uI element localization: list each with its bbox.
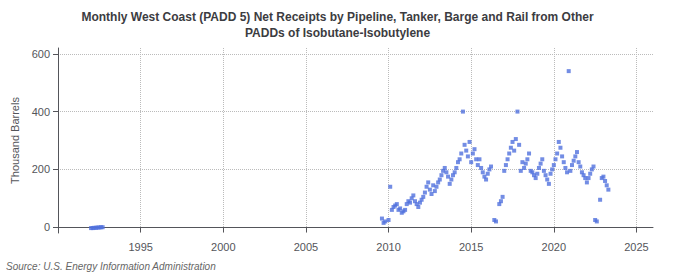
- svg-text:2015: 2015: [459, 241, 483, 253]
- svg-text:600: 600: [32, 48, 50, 60]
- svg-text:2010: 2010: [376, 241, 400, 253]
- svg-text:400: 400: [32, 106, 50, 118]
- svg-text:2005: 2005: [294, 241, 318, 253]
- svg-text:2025: 2025: [624, 241, 648, 253]
- svg-text:2000: 2000: [211, 241, 235, 253]
- svg-text:1995: 1995: [128, 241, 152, 253]
- svg-text:2020: 2020: [542, 241, 566, 253]
- svg-text:Monthly West Coast (PADD 5) Ne: Monthly West Coast (PADD 5) Net Receipts…: [81, 10, 593, 24]
- svg-text:Source: U.S. Energy Informatio: Source: U.S. Energy Information Administ…: [6, 261, 216, 272]
- svg-text:PADDs of Isobutane-Isobutylene: PADDs of Isobutane-Isobutylene: [245, 26, 430, 40]
- svg-text:200: 200: [32, 163, 50, 175]
- svg-text:0: 0: [44, 221, 50, 233]
- svg-text:Thousand Barrels: Thousand Barrels: [9, 97, 21, 184]
